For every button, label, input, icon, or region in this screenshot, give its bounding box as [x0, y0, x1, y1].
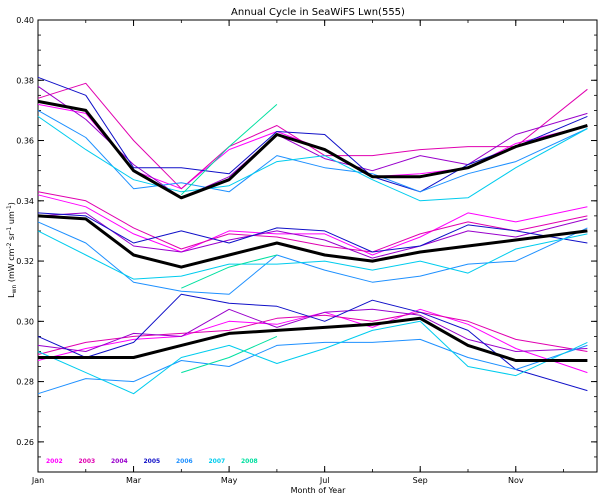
- series-line-2004-high: [37, 85, 588, 199]
- y-tick-label: 0.32: [16, 257, 34, 266]
- series-line-2007-mid: [37, 230, 588, 280]
- y-axis: 0.26 0.28 0.30 0.32 0.34 0.36 0.38 0.40: [16, 16, 597, 473]
- chart-title: Annual Cycle in SeaWiFS Lwn(555): [231, 7, 405, 18]
- series-line-2002-low: [37, 308, 588, 374]
- x-tick-label: May: [221, 476, 238, 485]
- y-tick-label: 0.26: [16, 438, 34, 447]
- y-tick-label: 0.36: [16, 137, 34, 146]
- mean-series-line-high: [37, 99, 588, 200]
- mean-series-line-low: [38, 316, 588, 362]
- x-tick-label: Jan: [31, 476, 44, 485]
- legend-item-2003: 2003: [79, 458, 96, 465]
- x-axis-label: Month of Year: [291, 486, 347, 495]
- legend-item-2004: 2004: [111, 458, 128, 465]
- x-tick-label: Mar: [126, 476, 142, 485]
- series-line-2008-high: [180, 104, 278, 196]
- series-line-2004-mid: [37, 212, 588, 259]
- series-line-2004-low: [37, 308, 588, 352]
- series-line-2003-high: [37, 82, 588, 190]
- series-line-2008-mid: [181, 254, 278, 289]
- series-line-2002-mid: [37, 194, 588, 256]
- series-line-2006-high: [37, 109, 588, 193]
- series-line-2007-low: [37, 320, 588, 395]
- y-tick-label: 0.34: [16, 197, 34, 206]
- series-line-2005-high: [37, 76, 588, 193]
- legend-item-2005: 2005: [144, 458, 161, 465]
- legend-item-2002: 2002: [46, 458, 63, 465]
- series-line-2007-high: [37, 115, 588, 202]
- x-tick-label: Jul: [319, 476, 330, 485]
- series-line-2003-mid: [37, 191, 588, 253]
- series-line-2006-low: [37, 338, 588, 395]
- series-line-2005-mid: [37, 212, 588, 253]
- legend-item-2008: 2008: [241, 458, 258, 465]
- series-layer: [37, 76, 588, 395]
- mean-series-line-mid: [37, 214, 588, 269]
- series-line-2006-mid: [37, 221, 588, 295]
- y-tick-label: 0.28: [16, 378, 34, 387]
- x-tick-label: Sep: [413, 476, 428, 485]
- series-line-2005-low: [37, 293, 588, 392]
- legend: 2002 2003 2004 2005 2006 2007 2008: [46, 458, 258, 465]
- y-tick-label: 0.40: [16, 16, 34, 25]
- legend-item-2007: 2007: [209, 458, 226, 465]
- y-tick-label: 0.38: [16, 76, 34, 85]
- x-axis: Jan Mar May Jul Sep Nov: [31, 20, 564, 485]
- y-tick-label: 0.30: [16, 317, 34, 326]
- legend-item-2006: 2006: [176, 458, 193, 465]
- x-tick-label: Nov: [508, 476, 524, 485]
- series-line-2003-low: [37, 311, 588, 355]
- series-line-2008-low: [181, 335, 278, 374]
- y-axis-label: Lwn (mW cm-2 sr-1 um-1): [6, 202, 18, 298]
